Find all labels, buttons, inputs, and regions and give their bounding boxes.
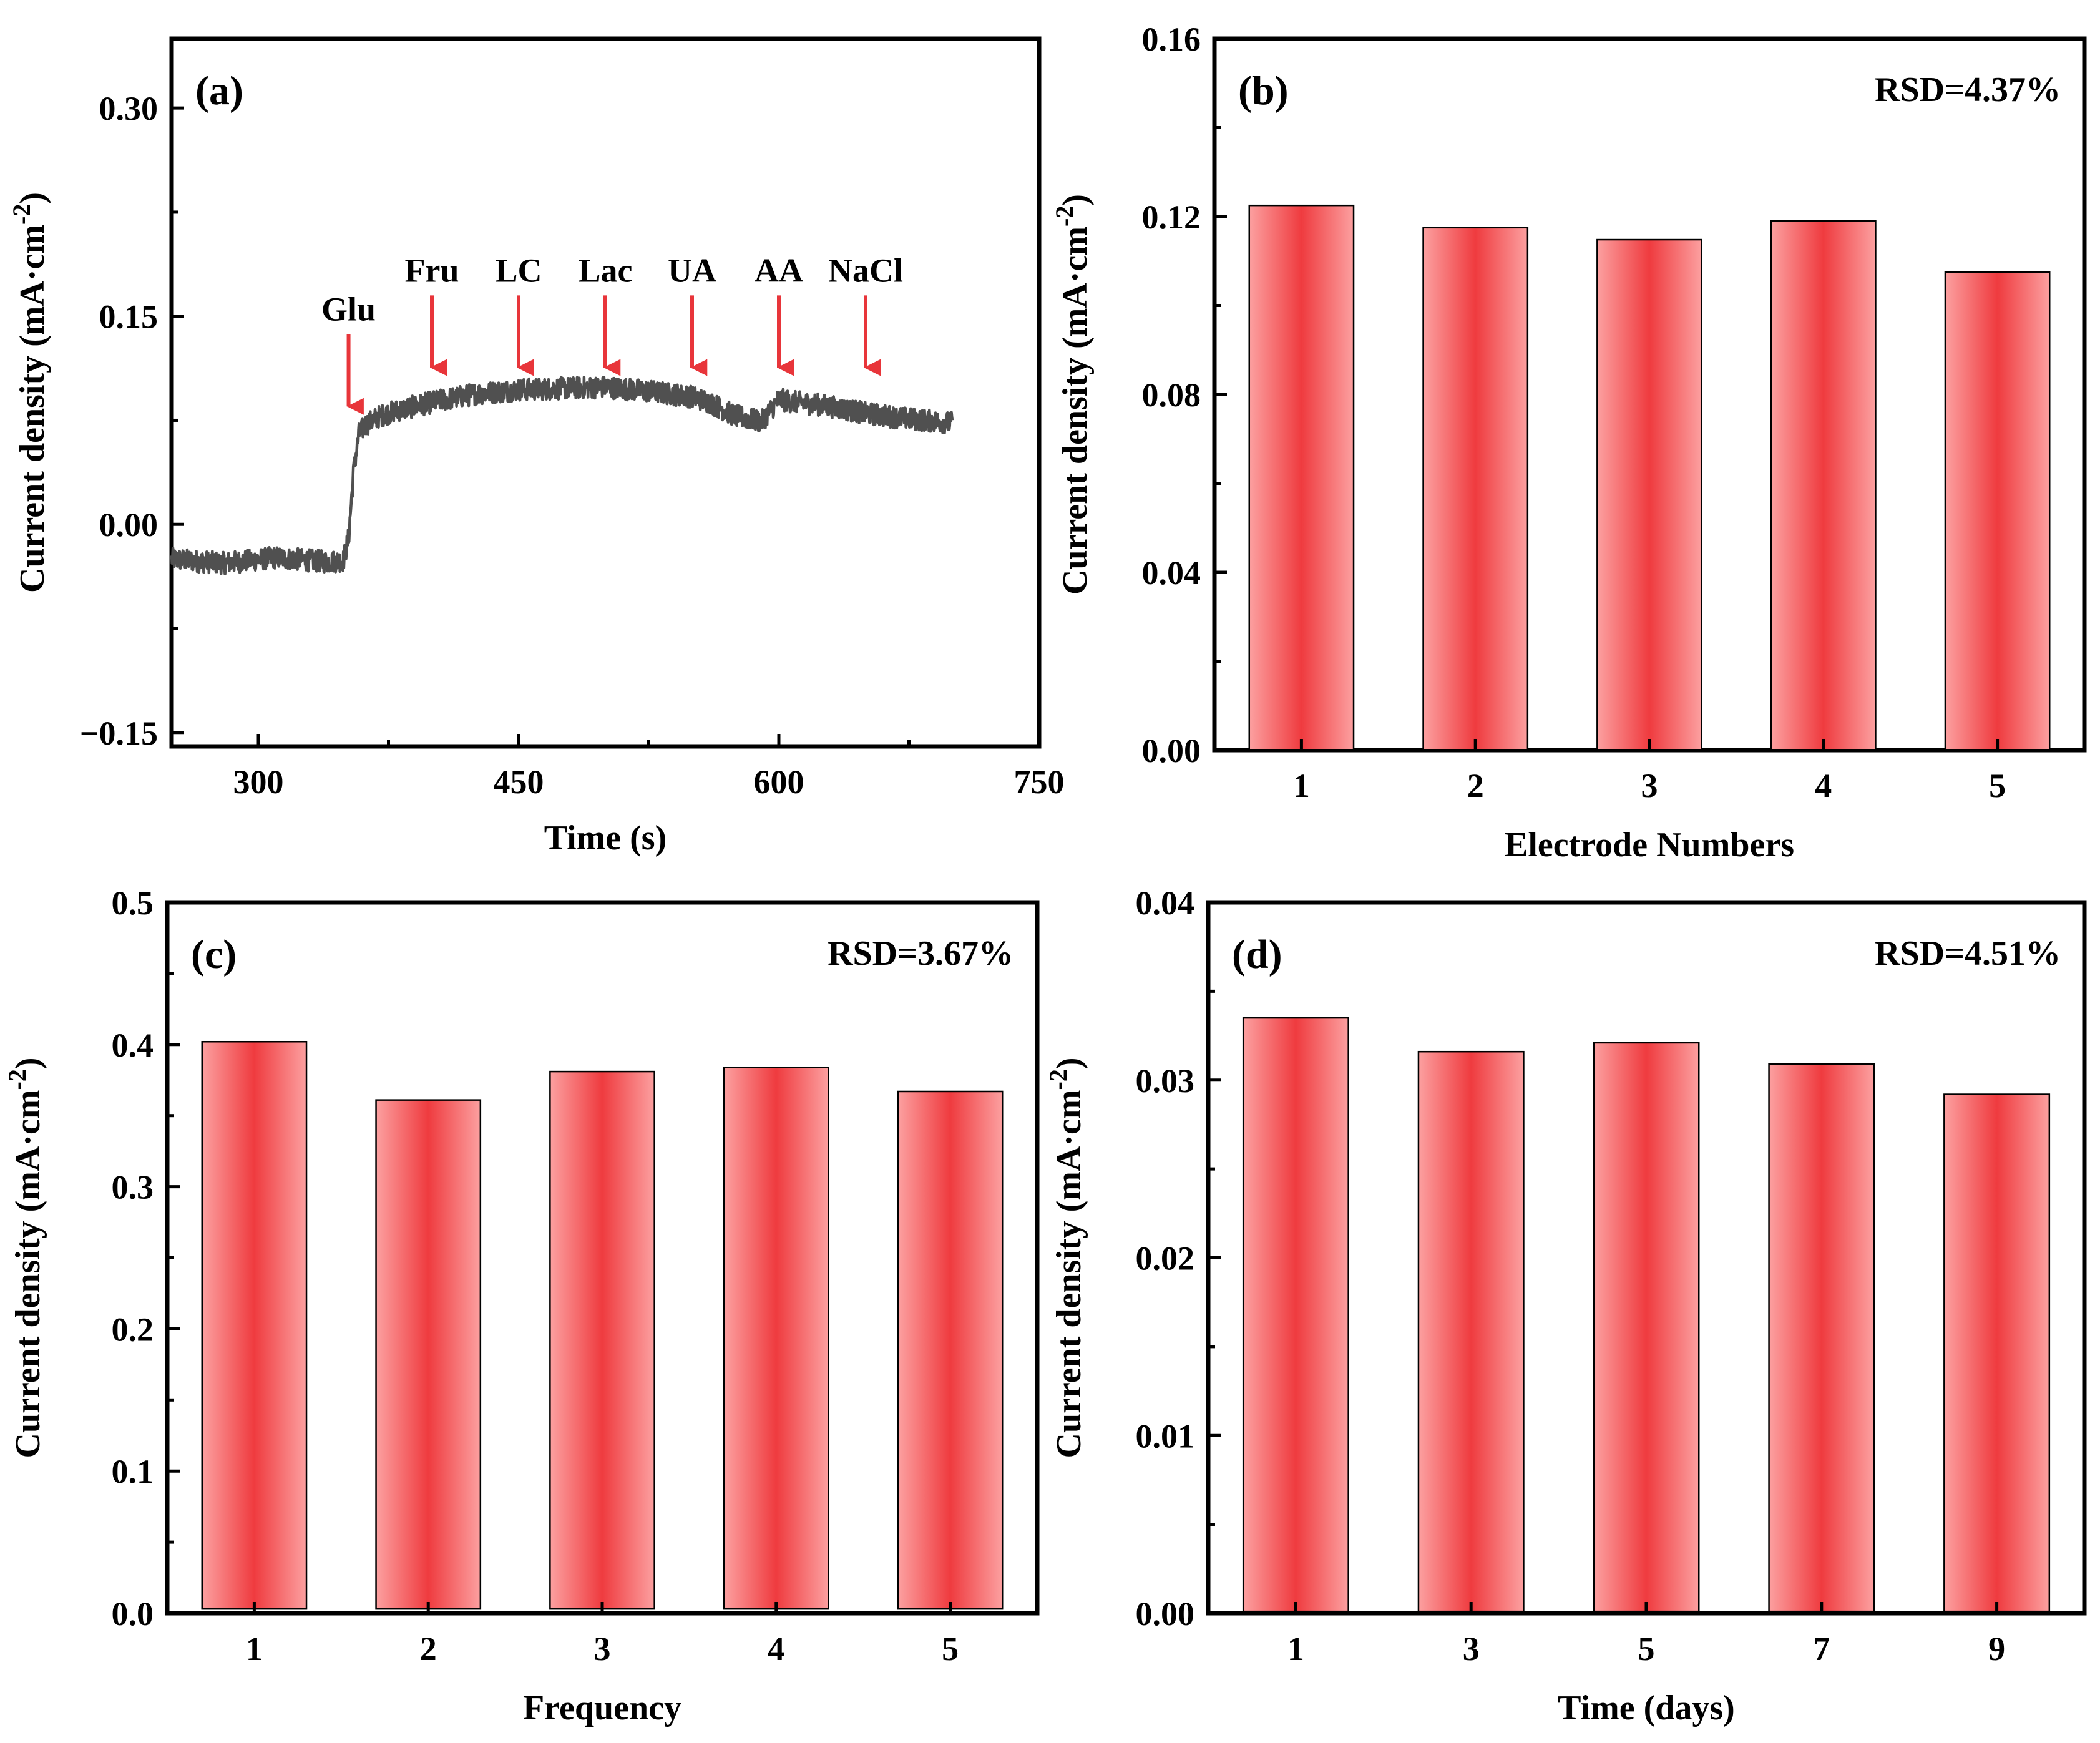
annotation-fru: Fru bbox=[405, 251, 459, 289]
bar-3 bbox=[1417, 1050, 1525, 1613]
bar-4 bbox=[723, 1066, 829, 1610]
y-tick-label: 0.2 bbox=[112, 1311, 154, 1348]
x-tick-label: 5 bbox=[1638, 1630, 1655, 1667]
x-axis-title: Time (days) bbox=[1558, 1689, 1735, 1727]
x-tick-label: 4 bbox=[768, 1630, 784, 1667]
bar-1 bbox=[201, 1040, 308, 1610]
panel-label: (c) bbox=[191, 932, 237, 977]
bar-7 bbox=[1768, 1063, 1875, 1613]
x-tick-label: 750 bbox=[1014, 763, 1065, 801]
series-line-response bbox=[170, 376, 954, 576]
x-tick-label: 7 bbox=[1813, 1630, 1830, 1667]
y-tick-label: 0.00 bbox=[1136, 1595, 1195, 1633]
panel-label: (b) bbox=[1238, 68, 1289, 114]
bar-1 bbox=[1242, 1017, 1349, 1613]
y-tick-label: 0.15 bbox=[99, 298, 159, 336]
x-tick-label: 3 bbox=[594, 1630, 611, 1667]
y-axis-title: Current density (mA·cm-2) bbox=[7, 192, 52, 593]
x-tick-label: 3 bbox=[1641, 767, 1658, 804]
x-tick-label: 1 bbox=[246, 1630, 263, 1667]
y-tick-label: 0.03 bbox=[1136, 1062, 1195, 1100]
x-tick-label: 3 bbox=[1463, 1630, 1480, 1667]
annotation-ua: UA bbox=[668, 251, 716, 289]
y-tick-label: 0.1 bbox=[112, 1453, 154, 1490]
panel-c-frequency-repeatability: 1 2 3 4 5 0.0 0.1 0.2 0.3 0.4 0.5 Frequency Current … bbox=[3, 884, 1040, 1727]
y-axis-title: Current density (mA·cm-2) bbox=[3, 1058, 47, 1458]
x-tick-label: 300 bbox=[233, 763, 284, 801]
panel-a-time-response: 300 450 600 750 −0.15 0.00 0.15 0.30 Glu Fru LC Lac… bbox=[7, 36, 1065, 857]
y-tick-label: 0.12 bbox=[1142, 198, 1201, 236]
annotation-lc: LC bbox=[495, 251, 542, 289]
x-axis-title: Electrode Numbers bbox=[1505, 826, 1794, 864]
annotation-nacl: NaCl bbox=[828, 251, 903, 289]
bar-4 bbox=[1770, 220, 1877, 751]
bar-2 bbox=[1422, 227, 1529, 751]
annotation-aa: AA bbox=[755, 251, 803, 289]
y-tick-label: 0.08 bbox=[1142, 376, 1201, 414]
y-tick-label: 0.02 bbox=[1136, 1240, 1195, 1277]
rsd-annotation: RSD=3.67% bbox=[828, 934, 1013, 973]
x-axis-title: Frequency bbox=[523, 1689, 681, 1727]
y-tick-label: 0.00 bbox=[99, 506, 159, 544]
bar-3 bbox=[1596, 238, 1702, 751]
x-axis-title: Time (s) bbox=[544, 819, 667, 857]
bar-5 bbox=[1593, 1042, 1700, 1613]
panel-d-stability-days: 1 3 5 7 9 0.00 0.01 0.02 0.03 0.04 Time (days) Curr… bbox=[1044, 884, 2087, 1727]
x-tick-label: 5 bbox=[942, 1630, 959, 1667]
y-tick-label: 0.04 bbox=[1142, 554, 1201, 592]
bar-3 bbox=[549, 1070, 655, 1610]
annotation-glu: Glu bbox=[321, 291, 376, 328]
x-tick-label: 9 bbox=[1988, 1630, 2005, 1667]
x-tick-label: 5 bbox=[1989, 767, 2006, 804]
x-tick-label: 2 bbox=[420, 1630, 437, 1667]
bar-1 bbox=[1248, 204, 1355, 751]
y-tick-label: 0.00 bbox=[1142, 732, 1201, 769]
y-tick-label: 0.3 bbox=[112, 1169, 154, 1206]
y-tick-label: 0.04 bbox=[1136, 884, 1195, 922]
bar-9 bbox=[1943, 1093, 2051, 1613]
panel-label: (d) bbox=[1232, 932, 1282, 977]
y-tick-label: 0.5 bbox=[112, 884, 154, 922]
x-tick-label: 4 bbox=[1815, 767, 1832, 804]
x-tick-label: 1 bbox=[1293, 767, 1310, 804]
y-tick-label: 0.16 bbox=[1142, 21, 1201, 58]
panel-b-electrode-reproducibility: 1 2 3 4 5 0.00 0.04 0.08 0.12 0.16 Electrode Numbe… bbox=[1050, 21, 2087, 864]
x-tick-label: 600 bbox=[754, 763, 804, 801]
y-tick-label: 0.30 bbox=[99, 90, 159, 127]
rsd-annotation: RSD=4.51% bbox=[1875, 934, 2061, 973]
x-tick-label: 1 bbox=[1287, 1630, 1304, 1667]
x-tick-label: 2 bbox=[1467, 767, 1484, 804]
annotation-lac: Lac bbox=[579, 251, 633, 289]
bar-2 bbox=[375, 1099, 482, 1610]
plot-frame bbox=[169, 36, 1042, 749]
y-tick-label: 0.4 bbox=[112, 1027, 154, 1064]
y-tick-label: 0.0 bbox=[112, 1595, 154, 1633]
y-tick-label: −0.15 bbox=[80, 715, 158, 752]
y-tick-label: 0.01 bbox=[1136, 1417, 1195, 1455]
panel-label: (a) bbox=[195, 68, 243, 114]
x-tick-label: 450 bbox=[494, 763, 544, 801]
y-axis-title: Current density (mA·cm-2) bbox=[1050, 194, 1095, 595]
y-axis-title: Current density (mA·cm-2) bbox=[1044, 1058, 1088, 1458]
bar-5 bbox=[1944, 271, 2051, 751]
rsd-annotation: RSD=4.37% bbox=[1875, 71, 2061, 109]
bar-5 bbox=[897, 1090, 1004, 1610]
